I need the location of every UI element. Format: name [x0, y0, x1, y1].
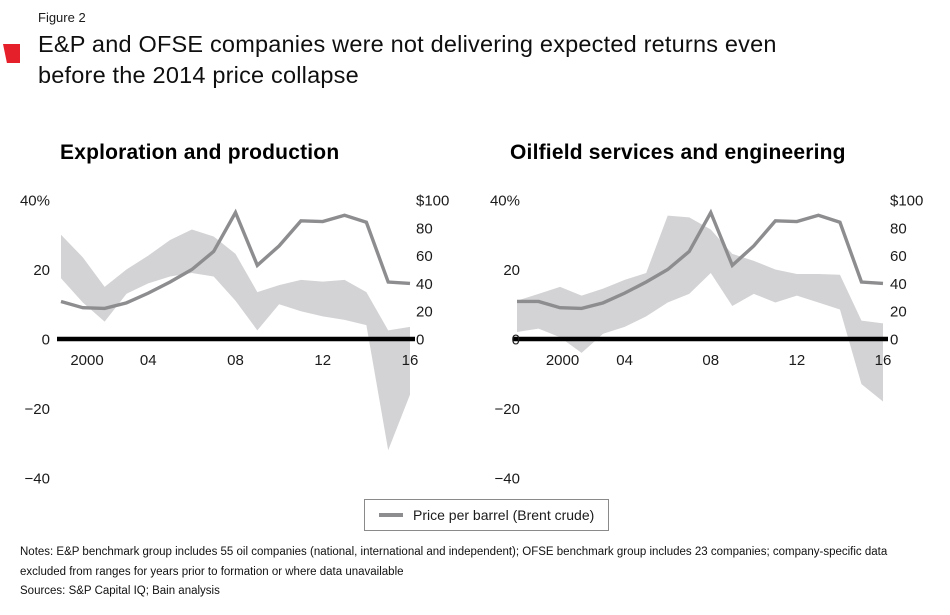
- figure-label: Figure 2: [38, 10, 86, 25]
- x-axis-tick-label: 04: [140, 352, 157, 369]
- figure-title-line1: E&P and OFSE companies were not deliveri…: [38, 31, 777, 57]
- right-axis-tick-label: 0: [890, 332, 898, 349]
- notes-text: Notes: E&P benchmark group includes 55 o…: [20, 546, 888, 578]
- left-axis-tick-label: −20: [495, 401, 520, 418]
- ofse-chart: 40% 20 0 −20 −40 $100 80 60 40 20 0 2000 04 08 12 16: [490, 193, 923, 488]
- x-axis-tick-label: 16: [402, 352, 419, 369]
- x-axis-tick-label: 16: [875, 352, 892, 369]
- return-range-band: [61, 229, 410, 451]
- right-axis-tick-label: $100: [416, 193, 449, 210]
- right-axis-tick-label: 20: [416, 304, 433, 321]
- right-axis-tick-label: 20: [890, 304, 907, 321]
- right-axis-tick-label: 0: [416, 332, 424, 349]
- eandp-chart: 40% 20 0 −20 −40 $100 80 60 40 20 0 2000 04 08 12 16: [20, 193, 449, 488]
- legend: Price per barrel (Brent crude): [364, 499, 610, 531]
- left-axis-tick-label: 20: [503, 262, 520, 279]
- brent-price-line: [60, 208, 411, 311]
- x-axis-tick-label: 08: [702, 352, 719, 369]
- left-axis-tick-label: 0: [42, 332, 50, 349]
- left-axis-tick-label: −40: [25, 471, 50, 488]
- right-axis-tick-label: $100: [890, 193, 923, 210]
- x-axis-tick-label: 04: [616, 352, 633, 369]
- sources-text: Sources: S&P Capital IQ; Bain analysis: [20, 585, 220, 597]
- right-axis-tick-label: 40: [890, 276, 907, 293]
- left-axis-tick-label: 0: [512, 332, 520, 349]
- x-axis-tick-label: 2000: [70, 352, 103, 369]
- figure-title-line2: before the 2014 price collapse: [38, 62, 359, 89]
- x-axis-tick-label: 12: [314, 352, 331, 369]
- legend-label: Price per barrel (Brent crude): [413, 507, 595, 523]
- figure-title: E&P and OFSE companies were not deliveri…: [38, 29, 777, 92]
- brent-price-line: [517, 208, 884, 311]
- return-range-band: [517, 215, 883, 402]
- right-axis-tick-label: 60: [890, 248, 907, 265]
- left-axis-tick-label: −20: [25, 401, 50, 418]
- left-axis-tick-label: 40%: [20, 193, 50, 210]
- right-axis-tick-label: 60: [416, 248, 433, 265]
- price-line-swatch-icon: [379, 513, 403, 517]
- x-axis-tick-label: 08: [227, 352, 244, 369]
- right-axis-tick-label: 40: [416, 276, 433, 293]
- chart-title-oilfield-services-and-engineering: Oilfield services and engineering: [510, 141, 846, 164]
- left-axis-tick-label: −40: [495, 471, 520, 488]
- right-axis-tick-label: 80: [890, 220, 907, 237]
- chart-title-exploration-and-production: Exploration and production: [60, 141, 340, 164]
- right-axis-tick-label: 80: [416, 220, 433, 237]
- left-axis-tick-label: 40%: [490, 193, 520, 210]
- left-axis-tick-label: 20: [33, 262, 50, 279]
- bain-red-marker-icon: [3, 44, 20, 63]
- x-axis-tick-label: 12: [789, 352, 806, 369]
- x-axis-tick-label: 2000: [546, 352, 579, 369]
